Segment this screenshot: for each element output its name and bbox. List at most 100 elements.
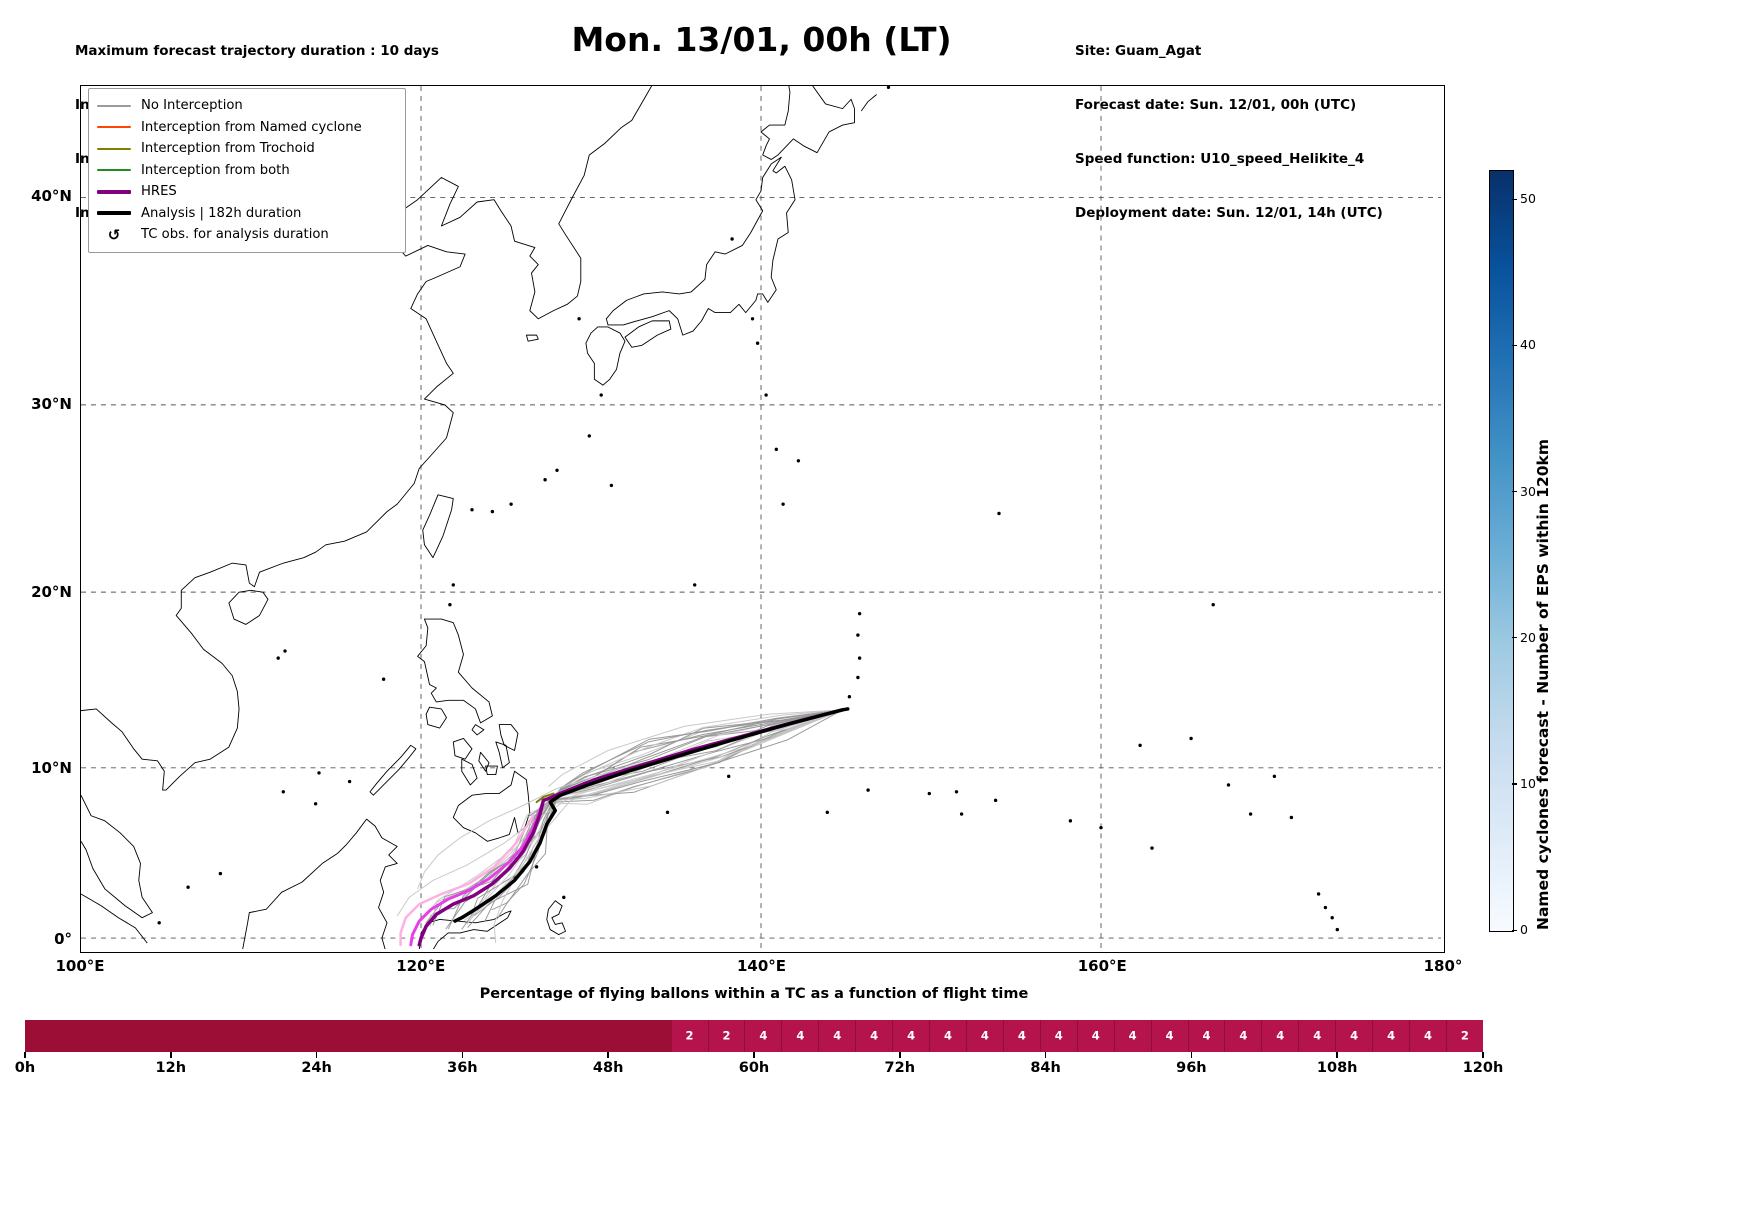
legend-item: HRES — [97, 181, 397, 203]
small-island-dot — [1323, 905, 1328, 910]
small-island-dot — [750, 317, 755, 321]
small-island-dot — [886, 86, 891, 90]
flight-bar-cell — [456, 1020, 492, 1052]
flight-bar-cell — [491, 1020, 528, 1052]
flight-axis-tickmark — [315, 1052, 318, 1058]
small-island-dot — [959, 812, 964, 816]
site-info-line: Forecast date: Sun. 12/01, 00h (UTC) — [1075, 97, 1357, 113]
flight-axis-tick-label: 36h — [447, 1060, 478, 1076]
lon-tick-label: 100°E — [55, 957, 105, 975]
legend-line-swatch — [97, 104, 131, 107]
small-island-dot — [857, 611, 862, 616]
colorbar-tick-label: 20 — [1520, 629, 1536, 645]
island-coastline — [417, 618, 493, 724]
small-island-dot — [1330, 916, 1334, 920]
small-island-dot — [993, 798, 998, 803]
colorbar-tick-label: 50 — [1520, 191, 1536, 207]
lat-tick-label: 40°N — [31, 186, 72, 205]
flight-axis-tick-label: 96h — [1176, 1060, 1207, 1076]
small-island-dot — [1248, 812, 1253, 816]
eps-member-trajectory — [464, 709, 843, 921]
small-island-dot — [218, 871, 223, 876]
small-island-dot — [381, 677, 386, 681]
small-island-dot — [509, 502, 513, 506]
eps-member-trajectory — [548, 709, 843, 788]
small-island-dot — [534, 865, 539, 869]
flight-bar-cell: 4 — [1298, 1020, 1336, 1052]
small-island-dot — [448, 603, 452, 607]
small-island-dot — [543, 478, 547, 482]
bottom-chart-title: Percentage of flying ballons within a TC… — [479, 986, 1029, 1002]
flight-axis-tick-label: 48h — [592, 1060, 624, 1076]
eps-member-trajectory — [447, 709, 843, 930]
small-island-dot — [577, 317, 581, 321]
small-island-dot — [857, 656, 862, 660]
small-island-dot — [283, 649, 287, 653]
flight-axis-tick-label: 72h — [884, 1060, 916, 1076]
flight-bar-cell — [276, 1020, 313, 1052]
eps-member-trajectory — [466, 709, 843, 925]
coastline — [860, 94, 877, 112]
small-island-dot — [281, 790, 285, 794]
coastline — [81, 86, 653, 791]
island-coastline — [461, 758, 478, 786]
eps-member-trajectory — [493, 709, 843, 944]
small-island-dot — [1138, 743, 1142, 748]
tc-obs-icon: ↺ — [107, 225, 121, 244]
small-island-dot — [927, 791, 931, 796]
site-info-line: Deployment date: Sun. 12/01, 14h (UTC) — [1075, 205, 1383, 221]
flight-axis-tickmark — [899, 1052, 901, 1058]
flight-bar-cell: 4 — [965, 1020, 1003, 1052]
flight-axis-tickmark — [1190, 1052, 1193, 1058]
small-island-dot — [599, 393, 603, 397]
legend-item: No Interception — [97, 95, 397, 117]
flight-bar-cell: 4 — [818, 1020, 856, 1052]
legend-line-swatch — [97, 126, 131, 129]
flight-bar-cell: 2 — [707, 1020, 745, 1052]
lat-tick-label: 10°N — [31, 759, 72, 778]
legend-line-swatch — [97, 169, 131, 172]
coastline — [81, 893, 148, 944]
lon-tick-label: 160°E — [1077, 957, 1127, 975]
small-island-dot — [562, 895, 566, 900]
flight-axis-tick-label: 24h — [301, 1060, 332, 1076]
colorbar-tick-label: 10 — [1520, 775, 1536, 791]
lon-tick-label: 120°E — [396, 957, 446, 975]
legend-item-label: No Interception — [141, 98, 243, 114]
legend-item: Interception from Named cyclone — [97, 117, 397, 139]
flight-bar-cell — [240, 1020, 277, 1052]
flight-axis-tick-label: 12h — [155, 1060, 187, 1076]
colorbar-tick-label: 0 — [1520, 922, 1528, 937]
small-island-dot — [866, 788, 870, 792]
flight-bar-cell: 4 — [1261, 1020, 1299, 1052]
island-coastline — [369, 744, 417, 796]
colorbar-tickmark — [1512, 344, 1517, 347]
island-coastline — [495, 741, 510, 769]
flight-bar-cell: 4 — [1039, 1020, 1077, 1052]
trajectory-analysis-182h-duration — [453, 707, 850, 923]
colorbar-tickmark — [1512, 929, 1517, 931]
legend-line-swatch — [97, 189, 131, 194]
small-island-dot — [470, 508, 474, 512]
flight-bar-cell — [563, 1020, 600, 1052]
small-island-dot — [774, 447, 778, 452]
flight-axis-tickmark — [1044, 1052, 1047, 1058]
island-coastline — [605, 156, 796, 336]
small-island-dot — [1099, 825, 1103, 830]
colorbar-tickmark — [1512, 783, 1517, 785]
flight-bar-cell: 4 — [781, 1020, 819, 1052]
flight-bar-cell — [60, 1020, 97, 1052]
island-coastline — [760, 86, 855, 160]
lon-tick-label: 180° — [1423, 957, 1463, 975]
small-island-dot — [313, 802, 318, 806]
colorbar-tickmark — [1512, 491, 1517, 493]
small-island-dot — [856, 633, 860, 637]
small-island-dot — [954, 790, 959, 794]
small-island-dot — [781, 502, 785, 506]
small-island-dot — [157, 921, 161, 925]
island-coastline — [498, 724, 519, 751]
colorbar-tickmark — [1512, 198, 1517, 200]
flight-bar-cell — [204, 1020, 241, 1052]
small-island-dot — [1316, 892, 1321, 896]
